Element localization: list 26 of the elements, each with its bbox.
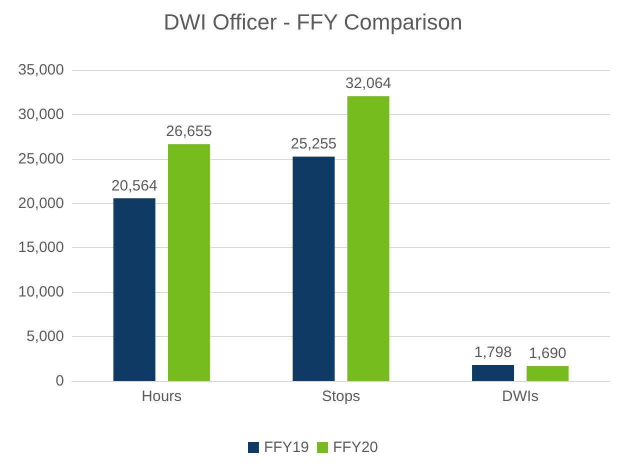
x-tick-label: DWIs [502,388,539,405]
data-label: 20,564 [111,177,158,194]
data-label: 26,655 [166,123,212,140]
data-label: 32,064 [345,75,392,92]
y-tick-label: 10,000 [18,284,64,301]
bar [472,365,514,381]
chart-title: DWI Officer - FFY Comparison [164,10,462,34]
bar [526,366,569,381]
y-tick-label: 25,000 [18,150,64,168]
y-tick-label: 30,000 [18,106,64,123]
bar [347,96,390,381]
bar [292,156,335,381]
data-label: 1,798 [474,344,512,362]
x-tick-label: Stops [322,388,360,405]
y-tick-label: 20,000 [18,194,64,212]
bar [168,144,210,381]
y-tick-label: 35,000 [18,62,64,78]
data-label: 25,255 [290,136,337,153]
y-tick-label: 0 [56,372,64,390]
y-tick-label: 5,000 [26,328,64,346]
legend-label: FFY19 [264,439,309,456]
data-label: 1,690 [528,344,566,362]
x-tick-label: Hours [142,388,182,405]
y-tick-label: 15,000 [18,239,64,256]
bar [113,198,156,381]
legend-label: FFY20 [333,439,378,456]
